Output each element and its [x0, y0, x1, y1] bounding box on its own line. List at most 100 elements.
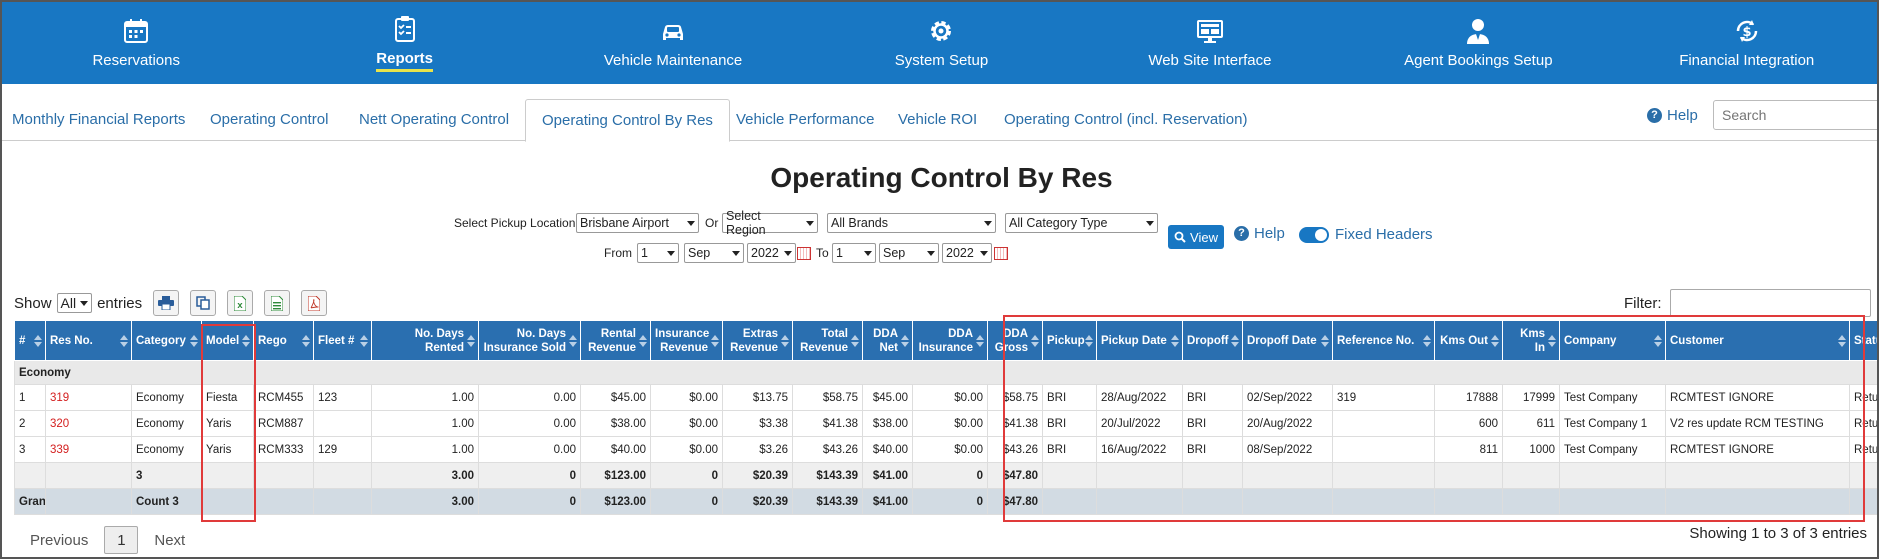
column-header-5[interactable]: Rego: [253, 320, 314, 361]
table-cell[interactable]: 319: [45, 384, 132, 411]
to-year-select[interactable]: 2022: [942, 243, 992, 263]
search-input[interactable]: [1713, 100, 1877, 130]
csv-export-button[interactable]: [264, 290, 291, 316]
category-type-select[interactable]: All Category Type: [1005, 213, 1158, 233]
tab-vehicle-roi[interactable]: Vehicle ROI: [898, 111, 978, 128]
to-day-select[interactable]: 1: [832, 243, 876, 263]
nav-financial-integration-label: Financial Integration: [1679, 51, 1815, 69]
filter-help-link[interactable]: ? Help: [1234, 225, 1285, 242]
nav-financial-integration[interactable]: $ Financial Integration: [1613, 2, 1877, 84]
column-header-8[interactable]: No. Days Insurance Sold: [478, 320, 581, 361]
table-cell: $20.39: [722, 488, 793, 515]
to-calendar-icon[interactable]: [994, 247, 1008, 260]
table-cell: 3.00: [371, 488, 479, 515]
table-cell: $0.00: [912, 436, 988, 463]
table-cell: $0.00: [650, 410, 723, 437]
table-cell: [313, 488, 372, 515]
table-cell: [1332, 462, 1435, 489]
column-header-17[interactable]: Pickup Date: [1096, 320, 1183, 361]
page-1-button[interactable]: 1: [104, 526, 139, 554]
from-month-select[interactable]: Sep: [684, 243, 744, 263]
tab-operating-control-by-res[interactable]: Operating Control By Res: [525, 99, 730, 142]
nav-system-setup[interactable]: System Setup: [807, 2, 1075, 84]
tab-nett-operating-control[interactable]: Nett Operating Control: [359, 111, 510, 128]
table-cell: $3.38: [722, 410, 793, 437]
column-header-1[interactable]: #: [14, 320, 46, 361]
column-header-18[interactable]: Dropoff: [1182, 320, 1243, 361]
highlight-pickup-to-status-columns: [1003, 315, 1865, 522]
nav-vehicle-maintenance[interactable]: Vehicle Maintenance: [539, 2, 807, 84]
view-button[interactable]: View: [1168, 225, 1224, 249]
nav-reports[interactable]: Reports: [270, 2, 538, 84]
column-header-7[interactable]: No. Days Rented: [371, 320, 479, 361]
column-header-2[interactable]: Res No.: [45, 320, 132, 361]
pdf-export-button[interactable]: [301, 290, 328, 316]
column-header-10[interactable]: Insurance Revenue: [650, 320, 723, 361]
column-header-25[interactable]: Status: [1849, 320, 1877, 361]
column-header-6[interactable]: Fleet #: [313, 320, 372, 361]
table-cell: 2: [14, 410, 46, 437]
column-header-22[interactable]: Kms In: [1502, 320, 1560, 361]
table-cell: 1.00: [371, 410, 479, 437]
nav-agent-bookings-setup[interactable]: Agent Bookings Setup: [1344, 2, 1612, 84]
print-button[interactable]: [153, 290, 180, 316]
table-cell: [313, 462, 372, 489]
column-header-9[interactable]: Rental Revenue: [580, 320, 651, 361]
nav-web-site-interface[interactable]: Web Site Interface: [1076, 2, 1344, 84]
column-header-4[interactable]: Model: [201, 320, 254, 361]
from-day-select[interactable]: 1: [637, 243, 679, 263]
table-cell[interactable]: 320: [45, 410, 132, 437]
to-month-select[interactable]: Sep: [879, 243, 939, 263]
excel-export-button[interactable]: X: [227, 290, 254, 316]
filter-input[interactable]: [1670, 289, 1871, 317]
table-cell[interactable]: 339: [45, 436, 132, 463]
column-header-16[interactable]: Pickup: [1042, 320, 1097, 361]
page-title: Operating Control By Res: [770, 162, 1113, 193]
column-header-13[interactable]: DDA Net: [862, 320, 913, 361]
fixed-headers-toggle[interactable]: Fixed Headers: [1299, 226, 1433, 243]
table-cell: 0.00: [478, 384, 581, 411]
table-cell: [1559, 462, 1666, 489]
from-calendar-icon[interactable]: [797, 247, 811, 260]
car-icon: [663, 24, 684, 40]
subtotal-row: 3 3.00 0 $123.00 0 $20.39 $143.39 $41.00 0 $47.80: [14, 462, 1877, 489]
help-link[interactable]: ? Help: [1647, 107, 1698, 124]
tab-monthly-financial-reports[interactable]: Monthly Financial Reports: [12, 111, 186, 128]
from-label: From: [604, 246, 632, 260]
excel-icon: X: [234, 295, 247, 311]
highlight-model-column: [201, 324, 256, 522]
toggle-switch-icon[interactable]: [1299, 226, 1329, 243]
tab-vehicle-performance[interactable]: Vehicle Performance: [736, 111, 875, 128]
column-header-3[interactable]: Category: [131, 320, 202, 361]
previous-page-button[interactable]: Previous: [30, 531, 89, 549]
region-select[interactable]: Select Region: [722, 209, 818, 237]
column-header-19[interactable]: Dropoff Date: [1242, 320, 1333, 361]
column-header-23[interactable]: Company: [1559, 320, 1666, 361]
column-header-11[interactable]: Extras Revenue: [722, 320, 793, 361]
show-entries-control: Show All entries X: [14, 290, 328, 316]
column-header-12[interactable]: Total Revenue: [792, 320, 863, 361]
column-header-21[interactable]: Kms Out: [1434, 320, 1503, 361]
table-cell: RCM887: [253, 410, 314, 437]
column-header-20[interactable]: Reference No.: [1332, 320, 1435, 361]
nav-reservations[interactable]: Reservations: [2, 2, 270, 84]
copy-button[interactable]: [190, 290, 217, 316]
brand-select[interactable]: All Brands: [827, 213, 996, 233]
group-label: Economy: [14, 360, 1877, 385]
column-header-15[interactable]: DDA Gross: [987, 320, 1043, 361]
table-cell: Economy: [131, 384, 202, 411]
table-cell: 811: [1434, 436, 1503, 463]
table-cell: 0: [650, 462, 723, 489]
from-year-select[interactable]: 2022: [747, 243, 796, 263]
tab-operating-control-incl-reservation[interactable]: Operating Control (incl. Reservation): [1004, 111, 1248, 128]
pickup-location-select[interactable]: Brisbane Airport: [576, 213, 699, 233]
next-page-button[interactable]: Next: [154, 531, 186, 549]
column-header-24[interactable]: Customer: [1665, 320, 1850, 361]
tab-operating-control[interactable]: Operating Control: [210, 111, 329, 128]
entries-select[interactable]: All: [56, 293, 93, 313]
column-header-14[interactable]: DDA Insurance: [912, 320, 988, 361]
table-cell: Test Company: [1559, 436, 1666, 463]
from-month-value: Sep: [688, 246, 711, 260]
csv-icon: [271, 295, 284, 311]
table-cell: 0: [912, 462, 988, 489]
